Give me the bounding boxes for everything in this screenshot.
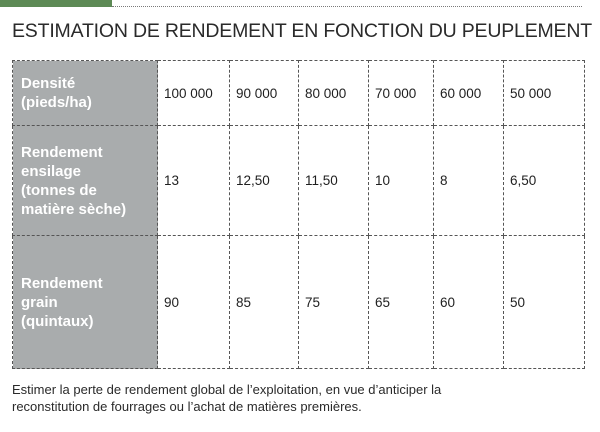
table-cell: 75 — [298, 235, 369, 369]
row-header-line: grain — [21, 293, 58, 311]
table-cell: 100 000 — [157, 60, 230, 126]
row-header-line: (quintaux) — [21, 312, 94, 330]
table-cell: 50 — [503, 235, 585, 369]
row-header-densite: Densité (pieds/ha) — [12, 60, 158, 126]
table-row-densite: Densité (pieds/ha) 100 000 90 000 80 000… — [12, 60, 585, 126]
row-header-line: matière sèche) — [21, 200, 127, 218]
row-header-line: Densité — [21, 75, 76, 92]
row-header-line: Rendement — [21, 274, 103, 292]
row-header-line: Rendement — [21, 143, 103, 161]
table-cell: 10 — [368, 125, 434, 236]
footnote: Estimer la perte de rendement global de … — [12, 382, 587, 415]
table-cell: 85 — [229, 235, 299, 369]
table-cell: 80 000 — [298, 60, 369, 126]
page-title: ESTIMATION DE RENDEMENT EN FONCTION DU P… — [12, 20, 592, 42]
table-row-grain: Rendement grain (quintaux) 90 85 75 65 6… — [12, 235, 585, 369]
table-cell: 60 000 — [433, 60, 504, 126]
row-header-line: (pieds/ha) — [21, 94, 92, 111]
row-header-line: ensilage — [21, 162, 82, 180]
table-row-ensilage: Rendement ensilage (tonnes de matière sè… — [12, 125, 585, 236]
table-cell: 6,50 — [503, 125, 585, 236]
table-cell: 11,50 — [298, 125, 369, 236]
table-cell: 65 — [368, 235, 434, 369]
row-header-grain: Rendement grain (quintaux) — [12, 235, 158, 369]
table-cell: 70 000 — [368, 60, 434, 126]
footnote-line: reconstitution de fourrages ou l’achat d… — [12, 398, 362, 414]
top-rule — [112, 6, 582, 7]
yield-table: Densité (pieds/ha) 100 000 90 000 80 000… — [12, 60, 585, 369]
table-cell: 13 — [157, 125, 230, 236]
table-cell: 50 000 — [503, 60, 585, 126]
table-cell: 90 — [157, 235, 230, 369]
row-header-line: (tonnes de — [21, 181, 97, 199]
table-cell: 12,50 — [229, 125, 299, 236]
table-cell: 8 — [433, 125, 504, 236]
table-cell: 90 000 — [229, 60, 299, 126]
table-cell: 60 — [433, 235, 504, 369]
row-header-ensilage: Rendement ensilage (tonnes de matière sè… — [12, 125, 158, 236]
accent-bar — [0, 0, 112, 7]
footnote-line: Estimer la perte de rendement global de … — [12, 382, 442, 397]
